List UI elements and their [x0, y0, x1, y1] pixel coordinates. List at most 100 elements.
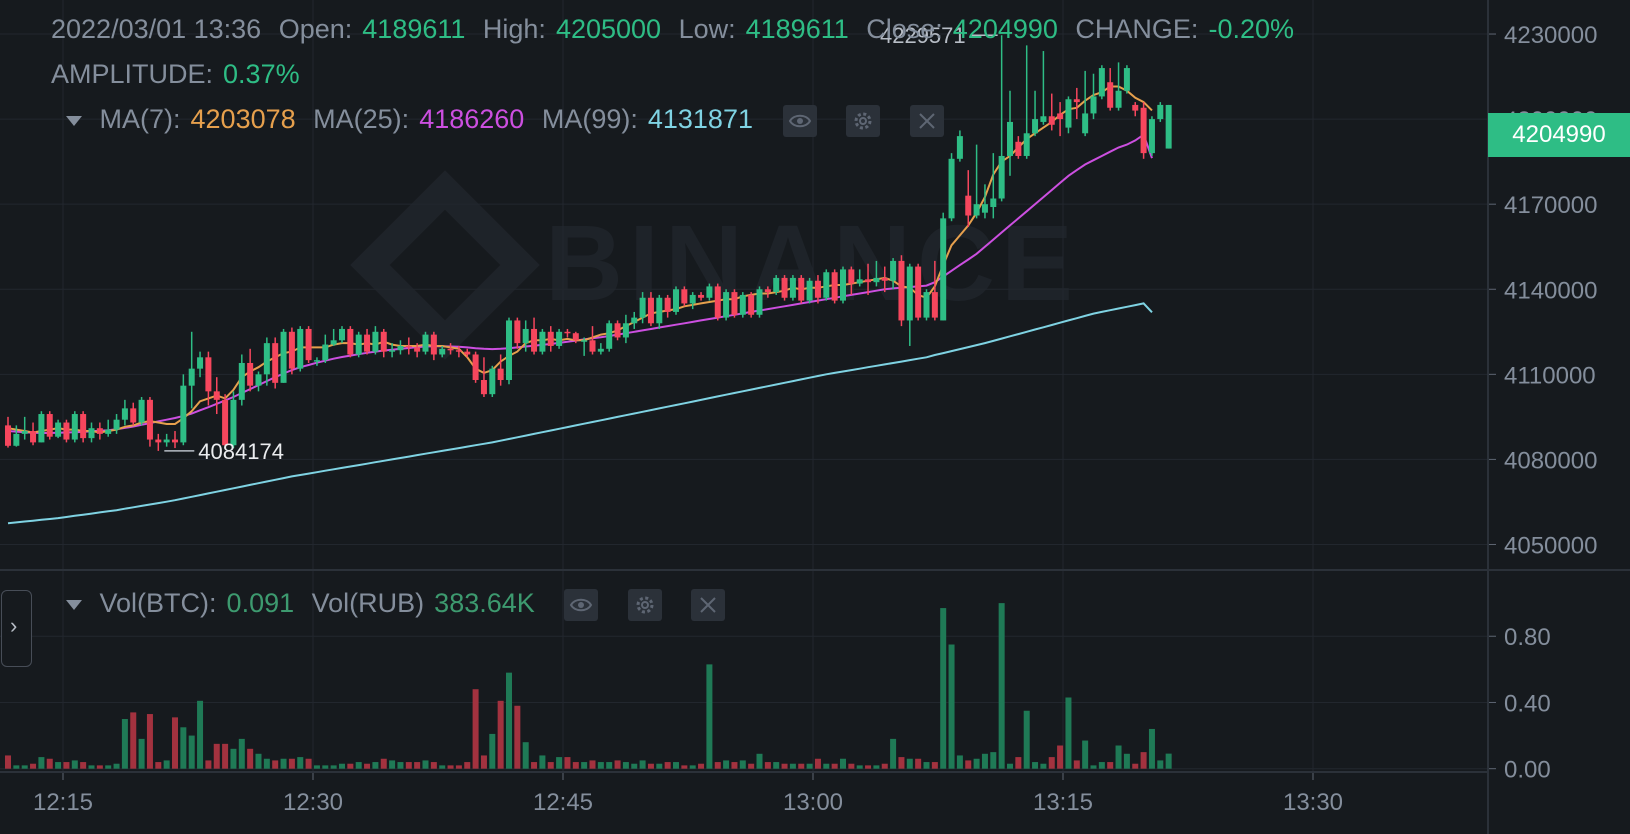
volume-bar	[1057, 745, 1064, 769]
binance-logo-watermark-icon	[350, 170, 540, 360]
candle-body	[355, 334, 362, 355]
volume-bar	[80, 762, 87, 769]
candle-body	[831, 272, 838, 301]
ma7-line	[7, 85, 1153, 434]
volume-bar	[472, 689, 479, 769]
side-panel-toggle[interactable]: ›	[1, 590, 32, 667]
candle-body	[664, 297, 671, 312]
volume-bar	[639, 760, 646, 769]
candle-body	[881, 277, 888, 281]
volume-bar	[422, 760, 429, 769]
ma-settings-gear-icon[interactable]	[846, 104, 881, 137]
candle-body	[647, 297, 654, 324]
volume-bar	[631, 763, 638, 769]
vol-legend: Vol(BTC): 0.091 Vol(RUB) 383.64K	[52, 588, 735, 621]
ma25-label: MA(25):	[313, 104, 410, 134]
volume-bar	[55, 762, 62, 769]
vol-tick-label: 0.80	[1504, 624, 1551, 651]
candle-body	[915, 266, 922, 318]
volume-bar	[355, 762, 362, 769]
volume-bar	[906, 758, 913, 769]
candle-body	[1048, 116, 1055, 125]
candle-body	[581, 340, 588, 342]
candle-body	[339, 328, 345, 341]
volume-bar	[873, 765, 880, 769]
volume-bar	[455, 765, 462, 769]
candle-body	[213, 391, 220, 400]
change-label: CHANGE:	[1075, 14, 1199, 44]
volume-bar	[263, 758, 270, 769]
candle-body	[13, 433, 20, 446]
candle-body	[898, 260, 905, 321]
volume-bar	[840, 758, 846, 769]
volume-bar	[180, 727, 187, 769]
candle-body	[364, 334, 371, 352]
candle-body	[564, 331, 571, 334]
vol-settings-gear-icon[interactable]	[627, 588, 662, 621]
candle-body	[1007, 121, 1013, 156]
volume-bar	[405, 762, 412, 769]
low-label: Low:	[678, 14, 736, 44]
candle-body	[1023, 133, 1030, 156]
volume-bar	[706, 664, 713, 769]
candle-body	[689, 294, 696, 304]
candle-body	[297, 328, 304, 369]
candle-body	[88, 428, 95, 439]
candle-body	[21, 431, 28, 434]
volume-bar	[956, 755, 963, 769]
volume-bar	[1090, 765, 1097, 769]
ma-collapse-icon[interactable]	[66, 115, 82, 126]
volume-bar	[1123, 753, 1130, 769]
ma-visibility-eye-icon[interactable]	[782, 104, 817, 137]
volume-bar	[614, 760, 621, 769]
volume-bar	[163, 760, 170, 769]
volume-bar	[514, 705, 521, 769]
volume-bar	[130, 712, 137, 769]
volume-bar	[931, 762, 938, 769]
y-tick-label: 4110000	[1504, 362, 1596, 389]
candle-body	[923, 292, 930, 318]
high-value: 4205000	[555, 14, 662, 44]
volume-bar	[1015, 757, 1022, 769]
volume-bar	[230, 748, 237, 769]
candle-body	[622, 323, 629, 338]
volume-bar	[305, 758, 312, 769]
volume-bar	[1082, 740, 1089, 769]
x-tick-label: 12:15	[33, 789, 93, 816]
volume-bar	[322, 765, 329, 769]
candle-body	[514, 320, 521, 344]
volume-bar	[1165, 753, 1172, 769]
candle-body	[96, 428, 103, 434]
candle-body	[940, 218, 947, 321]
candle-body	[948, 158, 955, 219]
candle-body	[1065, 99, 1072, 128]
volume-bar	[564, 757, 571, 769]
volume-bar	[38, 757, 45, 769]
volume-bar	[197, 700, 204, 769]
volume-bar	[748, 763, 755, 769]
vol-visibility-eye-icon[interactable]	[564, 588, 599, 621]
volume-bar	[965, 760, 972, 769]
candle-body	[973, 204, 980, 216]
candle-body	[322, 344, 329, 361]
candle-body	[38, 414, 45, 443]
vol-collapse-icon[interactable]	[66, 599, 82, 610]
volume-bar	[1132, 763, 1139, 769]
candle-body	[113, 419, 120, 430]
candle-body	[313, 360, 320, 362]
candle-body	[288, 331, 295, 369]
candle-body	[63, 422, 70, 440]
candle-body	[756, 289, 763, 315]
candle-body	[531, 328, 538, 352]
volume-bar	[1007, 763, 1013, 769]
volume-bar	[522, 742, 529, 769]
vol-close-icon[interactable]	[691, 588, 726, 621]
ma-close-icon[interactable]	[909, 104, 944, 137]
candle-body	[247, 362, 254, 386]
vol-rub-label: Vol(RUB)	[311, 588, 425, 618]
y-tick-label: 4230000	[1504, 22, 1597, 49]
candle-body	[781, 277, 788, 298]
candle-body	[506, 320, 512, 380]
volume-bar	[814, 758, 821, 769]
ma99-line	[7, 302, 1153, 525]
